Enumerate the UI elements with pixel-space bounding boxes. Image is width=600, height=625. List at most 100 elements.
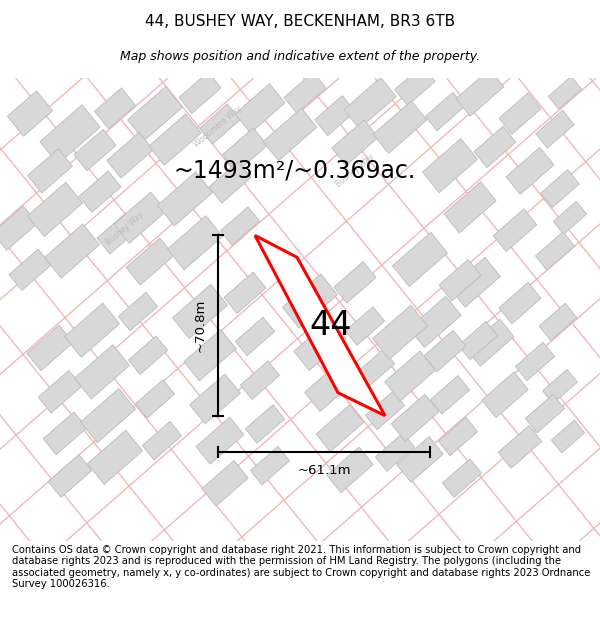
Polygon shape (44, 224, 100, 278)
Polygon shape (223, 128, 268, 172)
Polygon shape (526, 394, 565, 432)
Polygon shape (9, 249, 51, 291)
Polygon shape (263, 108, 317, 161)
Polygon shape (283, 274, 338, 328)
Polygon shape (442, 459, 482, 498)
Polygon shape (373, 101, 427, 153)
Polygon shape (355, 349, 395, 388)
Polygon shape (220, 207, 260, 245)
Polygon shape (391, 394, 439, 441)
Polygon shape (235, 318, 275, 356)
Polygon shape (149, 114, 201, 165)
Polygon shape (48, 454, 92, 498)
Polygon shape (157, 172, 212, 226)
Polygon shape (424, 331, 466, 372)
Polygon shape (142, 421, 182, 460)
Polygon shape (40, 105, 100, 164)
Polygon shape (506, 148, 554, 194)
Polygon shape (64, 303, 119, 358)
Polygon shape (128, 336, 167, 374)
Polygon shape (482, 372, 528, 418)
Polygon shape (7, 91, 53, 136)
Polygon shape (474, 126, 516, 168)
Polygon shape (422, 139, 478, 192)
Polygon shape (334, 262, 376, 303)
Polygon shape (224, 272, 266, 313)
Polygon shape (327, 447, 373, 493)
Polygon shape (118, 292, 158, 331)
Polygon shape (294, 319, 346, 371)
Polygon shape (392, 232, 448, 286)
Polygon shape (499, 93, 541, 134)
Polygon shape (179, 72, 221, 113)
Polygon shape (114, 192, 166, 243)
Polygon shape (397, 436, 443, 482)
Polygon shape (43, 412, 87, 455)
Polygon shape (409, 296, 461, 348)
Polygon shape (498, 426, 542, 468)
Text: 44: 44 (310, 309, 352, 342)
Polygon shape (376, 433, 415, 471)
Polygon shape (0, 206, 37, 250)
Polygon shape (28, 149, 73, 193)
Polygon shape (202, 461, 248, 506)
Polygon shape (200, 104, 240, 144)
Text: 44, BUSHEY WAY, BECKENHAM, BR3 6TB: 44, BUSHEY WAY, BECKENHAM, BR3 6TB (145, 14, 455, 29)
Polygon shape (79, 171, 121, 212)
Polygon shape (365, 391, 404, 429)
Text: Map shows position and indicative extent of the property.: Map shows position and indicative extent… (120, 50, 480, 62)
Polygon shape (395, 66, 435, 106)
Polygon shape (439, 418, 478, 456)
Polygon shape (38, 370, 82, 413)
Polygon shape (184, 329, 236, 381)
Text: Bushey Way: Bushey Way (104, 210, 146, 246)
Polygon shape (107, 132, 153, 178)
Polygon shape (126, 238, 174, 285)
Polygon shape (548, 76, 581, 109)
Polygon shape (316, 404, 364, 452)
Polygon shape (344, 78, 396, 129)
Polygon shape (425, 92, 464, 131)
Polygon shape (536, 110, 574, 148)
Text: Bushey Way: Bushey Way (334, 152, 376, 189)
Polygon shape (28, 182, 83, 236)
Polygon shape (167, 216, 223, 270)
Polygon shape (255, 236, 385, 416)
Polygon shape (515, 342, 554, 381)
Polygon shape (493, 209, 537, 252)
Polygon shape (444, 182, 496, 233)
Polygon shape (541, 169, 579, 208)
Polygon shape (449, 258, 500, 308)
Text: ~1493m²/~0.369ac.: ~1493m²/~0.369ac. (174, 159, 416, 183)
Polygon shape (172, 284, 227, 339)
Polygon shape (27, 325, 73, 371)
Text: ~61.1m: ~61.1m (297, 464, 351, 478)
Polygon shape (385, 351, 436, 401)
Polygon shape (80, 389, 136, 442)
Polygon shape (88, 430, 143, 484)
Polygon shape (551, 420, 584, 453)
Polygon shape (305, 361, 355, 411)
Polygon shape (209, 162, 251, 203)
Polygon shape (430, 376, 470, 414)
Polygon shape (196, 417, 244, 464)
Polygon shape (74, 129, 116, 171)
Polygon shape (245, 405, 284, 443)
Polygon shape (315, 96, 355, 136)
Polygon shape (499, 282, 541, 324)
Polygon shape (439, 259, 481, 301)
Polygon shape (466, 319, 514, 366)
Polygon shape (74, 345, 130, 399)
Polygon shape (553, 201, 587, 234)
Polygon shape (190, 374, 241, 424)
Polygon shape (235, 84, 285, 133)
Polygon shape (241, 361, 280, 399)
Polygon shape (127, 86, 182, 141)
Polygon shape (458, 321, 497, 360)
Polygon shape (373, 305, 428, 359)
Text: Woodmere Way: Woodmere Way (193, 104, 244, 149)
Polygon shape (332, 120, 378, 166)
Polygon shape (136, 380, 175, 418)
Text: Contains OS data © Crown copyright and database right 2021. This information is : Contains OS data © Crown copyright and d… (12, 544, 590, 589)
Polygon shape (456, 69, 504, 116)
